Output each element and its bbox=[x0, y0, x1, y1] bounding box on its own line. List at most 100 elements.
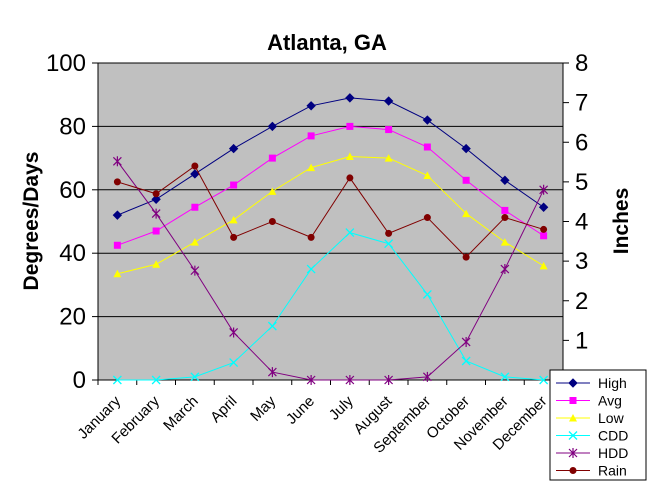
right-axis-ticks: 1 2 3 4 5 6 7 8 bbox=[563, 50, 588, 354]
data-point-avg bbox=[268, 154, 276, 162]
series-hdd bbox=[112, 156, 549, 385]
data-point-high bbox=[190, 169, 200, 179]
data-point-high bbox=[112, 210, 123, 220]
legend-label-high: High bbox=[598, 375, 627, 391]
data-point-cdd bbox=[384, 239, 394, 249]
data-point-low bbox=[345, 152, 354, 161]
series-line-cdd bbox=[117, 232, 544, 381]
y2-axis-label: Inches bbox=[610, 188, 633, 255]
data-point-low bbox=[307, 163, 316, 172]
data-point-cdd bbox=[190, 372, 200, 382]
legend-marker-hdd bbox=[568, 448, 578, 458]
x-tick-label: July bbox=[326, 392, 357, 423]
right-tick-label: 3 bbox=[575, 248, 588, 275]
x-tick-label: May bbox=[247, 392, 279, 424]
data-point-cdd bbox=[151, 375, 161, 385]
data-point-avg bbox=[540, 232, 548, 240]
data-point-high bbox=[151, 194, 161, 205]
data-point-hdd bbox=[112, 156, 122, 167]
data-point-cdd bbox=[345, 228, 355, 238]
data-point-high bbox=[422, 115, 433, 125]
data-point-rain bbox=[423, 214, 431, 222]
series-line-high bbox=[117, 97, 544, 216]
data-point-hdd bbox=[539, 184, 549, 195]
data-point-rain bbox=[346, 174, 354, 182]
data-point-rain bbox=[540, 225, 548, 233]
x-tick-label: April bbox=[207, 393, 240, 426]
legend-label-cdd: CDD bbox=[598, 428, 628, 444]
data-point-hdd bbox=[461, 336, 471, 347]
legend-label-rain: Rain bbox=[598, 463, 627, 479]
data-point-hdd bbox=[190, 265, 200, 276]
left-tick-label: 80 bbox=[59, 113, 86, 140]
data-point-avg bbox=[307, 132, 315, 140]
data-point-low bbox=[152, 260, 161, 268]
series-cdd bbox=[112, 228, 549, 385]
data-point-high bbox=[461, 143, 471, 154]
data-point-cdd bbox=[267, 321, 277, 331]
legend-marker-avg bbox=[569, 397, 577, 404]
data-point-cdd bbox=[229, 358, 239, 368]
data-point-high bbox=[267, 121, 278, 132]
data-point-rain bbox=[191, 162, 199, 170]
data-point-cdd bbox=[306, 264, 316, 274]
data-point-hdd bbox=[422, 371, 432, 382]
right-tick-label: 1 bbox=[575, 327, 588, 354]
legend-item-hdd: HDD bbox=[556, 445, 628, 461]
data-point-avg bbox=[501, 206, 509, 214]
data-point-high bbox=[538, 202, 549, 212]
legend-marker-cdd bbox=[568, 431, 578, 440]
left-tick-label: 100 bbox=[46, 50, 86, 77]
legend-label-avg: Avg bbox=[598, 393, 622, 409]
data-point-cdd bbox=[461, 356, 471, 366]
data-point-low bbox=[190, 238, 199, 246]
legend-item-avg: Avg bbox=[556, 393, 622, 409]
data-point-low bbox=[113, 269, 122, 278]
data-point-rain bbox=[113, 178, 121, 186]
data-point-low bbox=[229, 215, 238, 224]
series-avg bbox=[113, 122, 548, 249]
right-tick-label: 7 bbox=[575, 90, 588, 117]
chart-title: Atlanta, GA bbox=[267, 30, 387, 55]
series-low bbox=[113, 152, 548, 278]
legend-item-high: High bbox=[556, 375, 627, 391]
data-point-avg bbox=[423, 143, 431, 151]
series-line-rain bbox=[117, 165, 544, 258]
series-line-hdd bbox=[116, 160, 545, 381]
left-tick-label: 0 bbox=[73, 367, 86, 394]
x-tick-label: March bbox=[160, 393, 201, 434]
data-point-rain bbox=[385, 229, 393, 237]
data-point-avg bbox=[152, 227, 160, 235]
right-tick-label: 2 bbox=[575, 288, 588, 315]
left-tick-label: 20 bbox=[59, 304, 86, 331]
data-point-rain bbox=[268, 218, 276, 225]
data-point-cdd bbox=[422, 289, 432, 299]
left-tick-label: 60 bbox=[59, 177, 86, 204]
series-high bbox=[112, 93, 549, 220]
data-point-hdd bbox=[229, 327, 239, 338]
data-point-hdd bbox=[151, 208, 161, 219]
data-point-low bbox=[462, 209, 471, 218]
data-point-avg bbox=[462, 176, 470, 184]
legend-item-low: Low bbox=[556, 410, 625, 426]
data-point-avg bbox=[230, 181, 238, 189]
data-point-rain bbox=[501, 214, 509, 222]
legend-item-cdd: CDD bbox=[556, 428, 628, 444]
legend-marker-high bbox=[568, 378, 578, 388]
data-point-high bbox=[500, 175, 510, 185]
data-point-avg bbox=[385, 126, 393, 134]
data-point-low bbox=[384, 154, 393, 162]
series-rain bbox=[113, 162, 548, 261]
data-point-low bbox=[500, 238, 509, 246]
data-point-hdd bbox=[500, 264, 510, 275]
x-tick-label: June bbox=[283, 393, 318, 428]
data-point-low bbox=[423, 171, 432, 180]
legend-marker-rain bbox=[569, 467, 577, 474]
data-point-hdd bbox=[345, 375, 355, 385]
data-point-high bbox=[345, 93, 355, 103]
data-point-rain bbox=[307, 233, 315, 241]
